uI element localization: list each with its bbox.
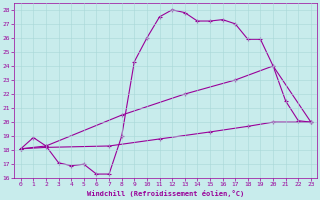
X-axis label: Windchill (Refroidissement éolien,°C): Windchill (Refroidissement éolien,°C) [87,190,244,197]
